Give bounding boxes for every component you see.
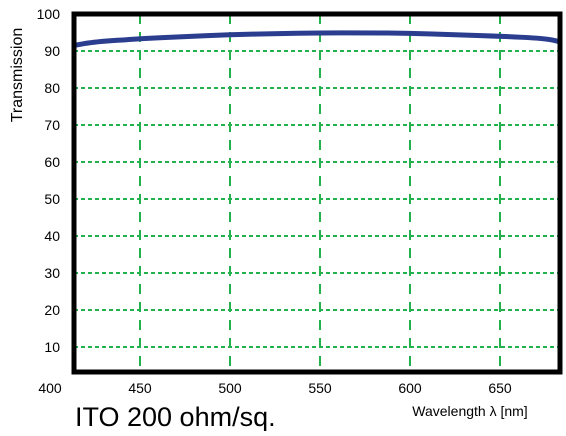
y-tick-label-100: 100: [37, 6, 61, 22]
x-tick-label-650: 650: [488, 380, 512, 396]
y-tick-label-40: 40: [44, 228, 60, 244]
x-axis-label: Wavelength λ [nm]: [412, 403, 527, 419]
x-tick-label-400: 400: [38, 380, 62, 396]
y-tick-label-20: 20: [44, 302, 60, 318]
y-tick-label-70: 70: [44, 117, 60, 133]
grid-layer: [74, 14, 560, 372]
plot-frame: [71, 11, 563, 375]
x-tick-label-550: 550: [308, 380, 332, 396]
chart-title: ITO 200 ohm/sq.: [75, 402, 276, 431]
y-tick-label-80: 80: [44, 80, 60, 96]
y-axis-label: Transmission: [9, 28, 26, 123]
x-tick-label-500: 500: [218, 380, 242, 396]
x-tick-label-450: 450: [128, 380, 152, 396]
y-tick-label-50: 50: [44, 191, 60, 207]
y-tick-label-10: 10: [44, 339, 60, 355]
y-tick-label-30: 30: [44, 265, 60, 281]
series-layer: [71, 30, 563, 48]
series-line-0: [71, 30, 563, 48]
y-tick-label-60: 60: [44, 154, 60, 170]
x-tick-label-600: 600: [398, 380, 422, 396]
tick-label-layer: 1020304050607080901004004505005506006507…: [37, 6, 512, 396]
y-tick-label-90: 90: [44, 43, 60, 59]
